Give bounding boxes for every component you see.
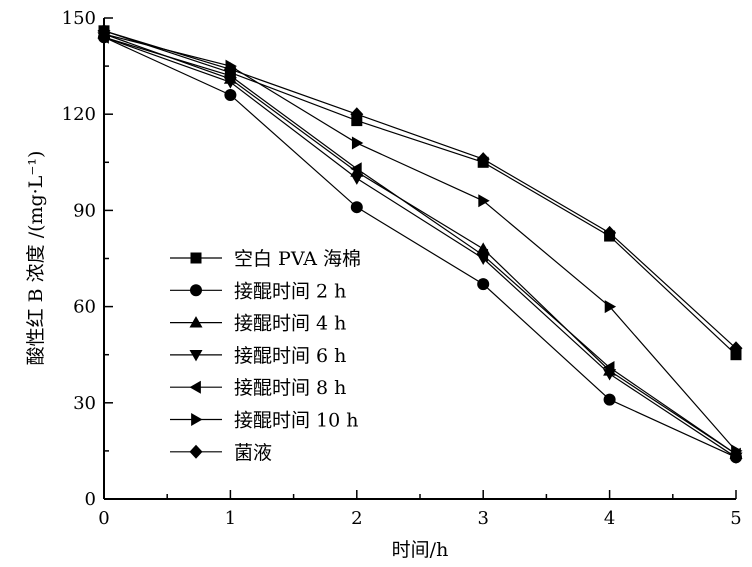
- x-tick-label: 2: [351, 508, 362, 529]
- legend-item: 接醌时间 10 h: [170, 410, 359, 432]
- diamond-marker: [603, 225, 617, 240]
- x-tick-label: 3: [477, 508, 488, 529]
- series: [97, 27, 743, 459]
- axes: 0 1 2 3 4 5 0 30 60 90 120 150: [62, 8, 742, 529]
- x-tick-label: 1: [225, 508, 236, 529]
- legend-label: 菌液: [234, 442, 272, 464]
- triangle-right-marker: [478, 194, 490, 208]
- y-tick-label: 60: [73, 297, 96, 318]
- series-line: [103, 36, 737, 458]
- triangle-left-marker: [350, 162, 362, 176]
- series-line: [103, 36, 737, 455]
- triangle-right-marker: [191, 413, 203, 426]
- y-tick-label: 120: [62, 104, 96, 125]
- triangle-left-marker: [189, 380, 201, 394]
- triangle-down-marker: [350, 173, 364, 185]
- triangle-left-marker: [476, 248, 489, 262]
- series-line: [103, 33, 737, 455]
- circle-marker: [603, 393, 616, 406]
- series: [97, 23, 743, 356]
- circle-marker: [224, 88, 237, 101]
- x-tick-label: 0: [98, 508, 109, 529]
- triangle-down-marker: [189, 350, 203, 362]
- legend-item: 菌液: [170, 442, 272, 464]
- y-tick-label: 30: [73, 393, 96, 414]
- diamond-marker: [350, 107, 364, 122]
- x-tick-label: 4: [604, 508, 615, 529]
- series: [98, 31, 742, 464]
- legend-item: 接醌时间 8 h: [170, 377, 346, 399]
- series-line: [103, 33, 737, 452]
- legend-label: 接醌时间 6 h: [234, 345, 346, 367]
- square-marker: [190, 252, 202, 264]
- diamond-marker: [476, 152, 490, 167]
- series-line: [103, 30, 737, 356]
- series-line: [103, 36, 737, 458]
- diamond-marker: [97, 23, 111, 38]
- legend-label: 接醌时间 4 h: [234, 313, 346, 335]
- y-tick-label: 90: [73, 200, 96, 221]
- y-tick-label: 0: [85, 489, 96, 510]
- circle-marker: [190, 284, 202, 297]
- series: [97, 32, 743, 464]
- y-axis-label: 酸性红 B 浓度 /(mg·L⁻¹): [25, 151, 47, 366]
- legend-label: 接醌时间 8 h: [234, 377, 346, 399]
- triangle-up-marker: [189, 316, 203, 328]
- legend-label: 空白 PVA 海棉: [234, 248, 361, 270]
- x-axis-label: 时间/h: [392, 539, 449, 561]
- legend-item: 接醌时间 4 h: [170, 313, 346, 335]
- y-tick-label: 150: [62, 8, 96, 29]
- triangle-right-marker: [604, 300, 617, 314]
- triangle-right-marker: [351, 136, 364, 150]
- legend-item: 接醌时间 6 h: [170, 345, 346, 367]
- legend-item: 接醌时间 2 h: [170, 280, 346, 302]
- circle-marker: [350, 201, 363, 214]
- legend-label: 接醌时间 10 h: [234, 410, 359, 432]
- legend-label: 接醌时间 2 h: [234, 280, 346, 302]
- diamond-marker: [223, 62, 237, 77]
- diamond-marker: [729, 341, 743, 356]
- triangle-left-marker: [603, 361, 615, 375]
- x-tick-label: 5: [730, 508, 741, 529]
- series: [98, 25, 742, 361]
- legend-item: 空白 PVA 海棉: [170, 248, 361, 270]
- diamond-marker: [189, 444, 203, 459]
- triangle-right-marker: [731, 444, 743, 458]
- series-lines: [97, 23, 743, 464]
- circle-marker: [477, 278, 490, 291]
- series-line: [103, 30, 737, 349]
